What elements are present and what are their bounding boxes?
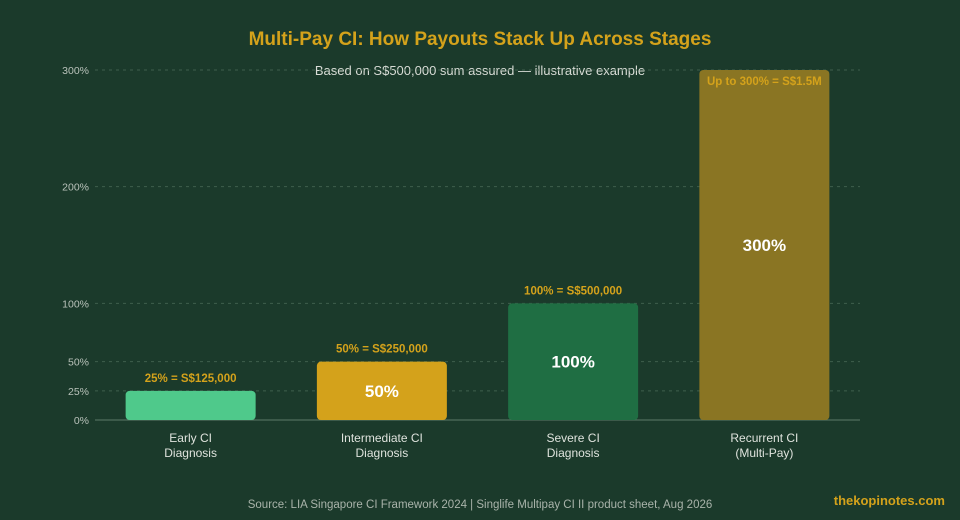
x-tick-label: (Multi-Pay) [735,446,793,460]
x-tick-label: Recurrent CI [730,431,798,445]
x-tick-label: Intermediate CI [341,431,423,445]
x-tick-label: Diagnosis [164,446,217,460]
bar-value-label: 300% [743,236,786,255]
bar-value-label: 100% [551,353,594,372]
bar [508,303,639,420]
data-label: 50% = S$250,000 [336,344,428,356]
bar [699,70,830,420]
x-tick-label: Diagnosis [547,446,600,460]
y-tick-label: 0% [74,415,89,427]
y-tick-label: 100% [62,298,89,310]
bar [316,361,447,420]
x-tick-label: Severe CI [546,431,599,445]
bars: 25% = S$125,000 50% = S$250,000 50% 100% = … [125,70,830,420]
bar-value-label: 50% [365,382,399,401]
x-tick-label: Diagnosis [356,446,409,460]
y-tick-label: 200% [62,182,89,194]
brand-watermark: thekopinotes.com [834,493,945,508]
y-tick-label: 50% [68,357,89,369]
chart-title: Multi-Pay CI: How Payouts Stack Up Acros… [249,29,712,50]
data-label: Up to 300% = S$1.5M [707,76,822,88]
bar [125,390,256,420]
y-axis: 0% 25% 50% 100% 200% 300% [62,65,89,427]
y-tick-label: 300% [62,65,89,77]
y-tick-label: 25% [68,386,89,398]
data-label: 25% = S$125,000 [145,373,237,385]
source-note: Source: LIA Singapore CI Framework 2024 … [248,499,713,511]
data-label: 100% = S$500,000 [524,285,622,297]
x-tick-label: Early CI [169,431,212,445]
